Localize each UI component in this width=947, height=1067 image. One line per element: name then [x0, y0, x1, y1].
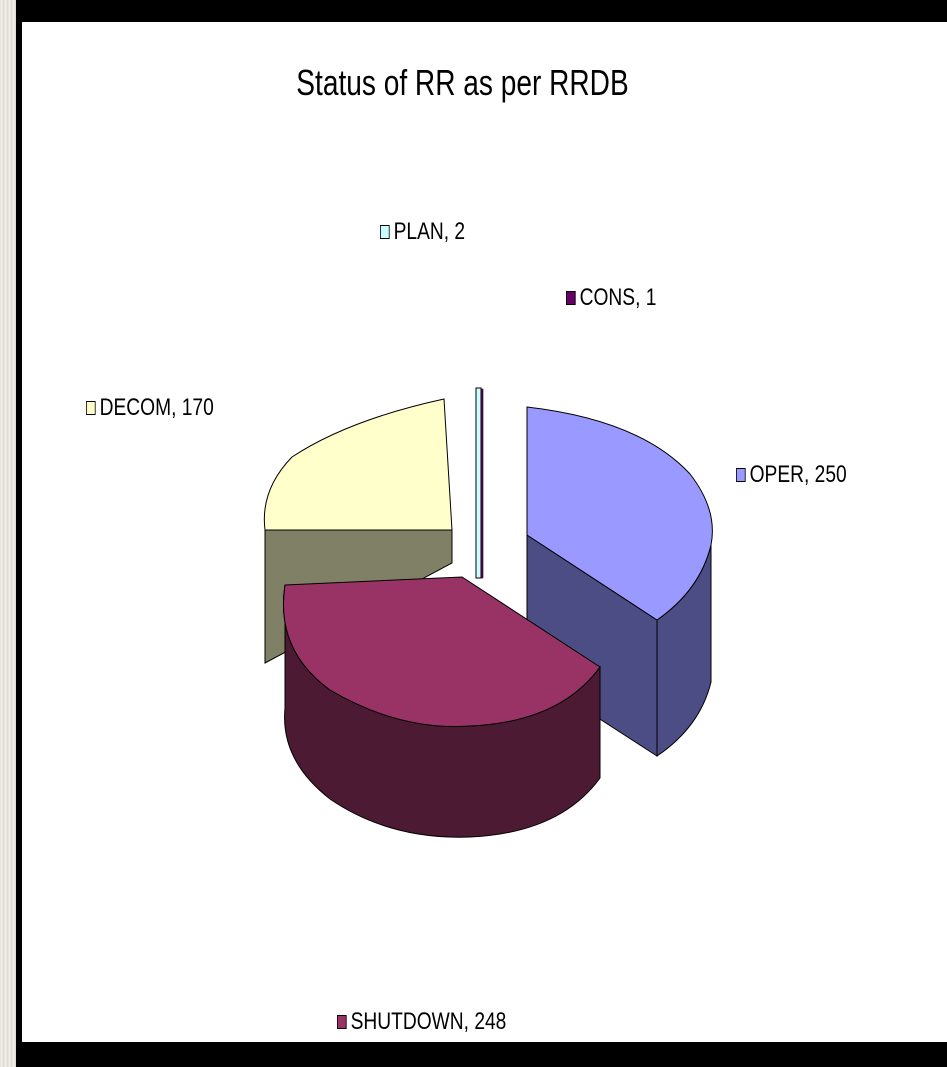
- legend-swatch-decom: [86, 401, 96, 415]
- pie-slice-cons: [480, 388, 484, 579]
- legend-swatch-plan: [380, 225, 390, 239]
- chart-title: Status of RR as per RRDB: [296, 62, 629, 103]
- data-label-decom: DECOM, 170: [86, 394, 214, 422]
- legend-swatch-shutdown: [337, 1015, 347, 1029]
- data-label-oper: OPER, 250: [736, 461, 847, 489]
- pie-slice-oper: [526, 406, 713, 621]
- data-label-shutdown: SHUTDOWN, 248: [337, 1008, 506, 1036]
- pie-slice-plan: [475, 387, 482, 579]
- legend-swatch-cons: [566, 291, 576, 305]
- pie-slice-decom: [263, 398, 453, 531]
- pie-slice-shutdown: [282, 576, 601, 727]
- data-label-plan-text: PLAN, 2: [393, 218, 466, 245]
- data-label-plan: PLAN, 2: [380, 218, 465, 246]
- data-label-cons-text: CONS, 1: [579, 284, 657, 311]
- legend-swatch-oper: [736, 468, 746, 482]
- data-label-decom-text: DECOM, 170: [99, 394, 214, 421]
- data-label-cons: CONS, 1: [566, 284, 656, 312]
- data-label-oper-text: OPER, 250: [749, 461, 847, 488]
- chart-panel: [22, 22, 947, 1042]
- data-label-shutdown-text: SHUTDOWN, 248: [350, 1008, 507, 1035]
- left-border-strip: [0, 0, 16, 1067]
